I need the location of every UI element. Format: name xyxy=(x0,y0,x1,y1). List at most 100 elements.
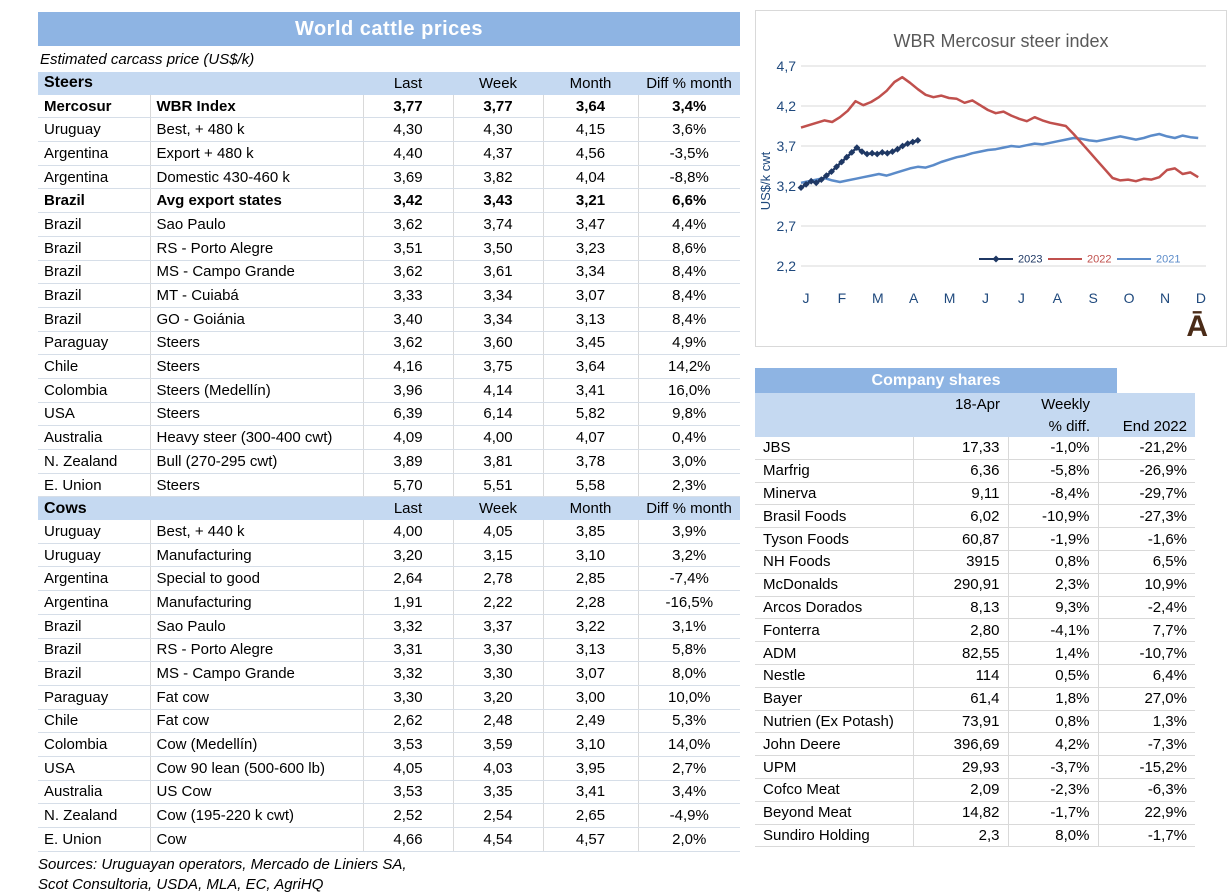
share-value-cell: -27,3% xyxy=(1097,504,1195,529)
country-cell: Paraguay xyxy=(38,685,151,710)
price-cell: 3,64 xyxy=(542,354,639,379)
description-cell: Export + 480 k xyxy=(150,141,364,166)
price-cell: 4,04 xyxy=(542,165,639,190)
series-marker xyxy=(807,177,815,185)
price-cell: 3,2% xyxy=(637,543,741,568)
price-row: USA Steers 6,39 6,14 5,82 9,8% xyxy=(38,402,741,427)
price-cell: 3,1% xyxy=(637,614,741,639)
country-cell: Paraguay xyxy=(38,331,151,356)
country-cell: USA xyxy=(38,756,151,781)
series-marker xyxy=(863,150,871,158)
share-value-cell: -7,3% xyxy=(1097,732,1195,757)
wbr-steer-index-chart-panel: WBR Mercosur steer index 4,7 4,2 3,7 3,2 2,7 2… xyxy=(755,10,1227,347)
country-cell: Brazil xyxy=(38,236,151,261)
company-name-cell: Minerva xyxy=(755,482,913,506)
price-row: Australia Heavy steer (300-400 cwt) 4,09 4,… xyxy=(38,425,741,450)
price-cell: 3,89 xyxy=(362,449,454,474)
price-cell: 5,70 xyxy=(362,473,454,498)
price-cell: 4,66 xyxy=(362,827,454,852)
description-cell: Best, + 440 k xyxy=(150,520,364,544)
price-cell: 14,2% xyxy=(637,354,741,379)
series-marker xyxy=(894,145,901,153)
legend-label-2021: 2021 xyxy=(1156,254,1180,266)
price-cell: 3,53 xyxy=(362,780,454,805)
share-value-cell: -6,3% xyxy=(1097,778,1195,802)
country-cell: Chile xyxy=(38,354,151,379)
price-cell: 2,49 xyxy=(542,709,639,734)
share-value-cell: 7,7% xyxy=(1097,618,1195,643)
shares-header-empty xyxy=(755,393,913,415)
share-row: Beyond Meat 14,82 -1,7% 22,9% xyxy=(755,801,1195,825)
share-value-cell: -8,4% xyxy=(1007,482,1098,506)
shares-header-end-2022: End 2022 xyxy=(1098,415,1195,437)
column-header: Diff % month xyxy=(638,496,741,521)
country-cell: E. Union xyxy=(38,473,151,498)
country-cell: Brazil xyxy=(38,283,151,308)
price-cell: 2,65 xyxy=(542,803,639,828)
share-row: Minerva 9,11 -8,4% -29,7% xyxy=(755,482,1195,506)
price-cell: 4,03 xyxy=(452,756,544,781)
description-cell: RS - Porto Alegre xyxy=(150,638,364,663)
price-cell: 16,0% xyxy=(637,378,741,403)
x-tick-label: A xyxy=(1053,290,1063,306)
share-value-cell: -1,9% xyxy=(1007,527,1098,551)
price-cell: 3,96 xyxy=(362,378,454,403)
y-tick-label: 4,7 xyxy=(777,58,797,74)
x-tick-label: O xyxy=(1124,290,1135,306)
company-shares-table: 18-Apr Weekly % diff. End 2022 JBS 17,33-… xyxy=(755,393,1195,848)
country-cell: E. Union xyxy=(38,827,151,852)
share-value-cell: -1,7% xyxy=(1007,801,1098,825)
description-cell: Cow (195-220 k cwt) xyxy=(150,803,364,828)
price-row: Brazil RS - Porto Alegre 3,51 3,50 3,23 8,6% xyxy=(38,236,741,261)
y-axis-title: US$/k cwt xyxy=(758,151,773,210)
share-value-cell: 6,02 xyxy=(912,504,1008,529)
country-cell: Argentina xyxy=(38,566,151,592)
price-row: Paraguay Fat cow 3,30 3,20 3,00 10,0% xyxy=(38,685,741,710)
price-cell: 2,78 xyxy=(452,566,544,592)
price-row: N. Zealand Cow (195-220 k cwt) 2,52 2,54 2,6… xyxy=(38,803,741,828)
price-cell: 14,0% xyxy=(637,732,741,757)
x-tick-label: M xyxy=(944,290,956,306)
price-cell: 2,7% xyxy=(637,756,741,781)
share-value-cell: -5,8% xyxy=(1007,459,1098,483)
shares-header-empty4 xyxy=(913,415,1008,437)
country-cell: N. Zealand xyxy=(38,449,151,474)
price-cell: 4,09 xyxy=(362,425,454,450)
price-cell: 2,52 xyxy=(362,803,454,828)
x-tick-label: S xyxy=(1089,290,1098,306)
price-row: Paraguay Steers 3,62 3,60 3,45 4,9% xyxy=(38,331,741,356)
price-cell: 3,59 xyxy=(452,732,544,757)
price-cell: 3,07 xyxy=(542,661,639,686)
series-marker xyxy=(883,149,891,157)
share-value-cell: 396,69 xyxy=(912,732,1008,757)
price-cell: 2,22 xyxy=(452,590,544,615)
share-value-cell: 1,8% xyxy=(1007,687,1098,711)
price-cell: -8,8% xyxy=(637,165,741,190)
share-value-cell: 114 xyxy=(912,664,1008,688)
x-tick-label: A xyxy=(909,290,919,306)
description-cell: Steers xyxy=(150,354,364,379)
company-name-cell: John Deere xyxy=(755,732,913,757)
legend-marker xyxy=(992,255,1000,263)
price-cell: 3,32 xyxy=(362,614,454,639)
company-name-cell: Arcos Dorados xyxy=(755,596,913,620)
country-cell: Brazil xyxy=(38,638,151,663)
price-cell: 3,30 xyxy=(452,638,544,663)
column-header: Month xyxy=(543,72,639,95)
x-tick-label: J xyxy=(803,290,810,306)
price-cell: 3,20 xyxy=(452,685,544,710)
description-cell: Steers xyxy=(150,473,364,498)
share-value-cell: 2,80 xyxy=(912,618,1008,643)
price-cell: 4,57 xyxy=(542,827,639,852)
country-cell: Colombia xyxy=(38,732,151,757)
price-row: E. Union Cow 4,66 4,54 4,57 2,0% xyxy=(38,827,741,852)
price-cell: 3,41 xyxy=(542,378,639,403)
price-cell: 9,8% xyxy=(637,402,741,427)
price-cell: 5,58 xyxy=(542,473,639,498)
price-cell: 3,35 xyxy=(452,780,544,805)
share-value-cell: 22,9% xyxy=(1097,801,1195,825)
share-value-cell: -29,7% xyxy=(1097,482,1195,506)
share-value-cell: 4,2% xyxy=(1007,732,1098,757)
column-header: Diff % month xyxy=(638,72,741,95)
price-row: Brazil Sao Paulo 3,62 3,74 3,47 4,4% xyxy=(38,212,741,237)
